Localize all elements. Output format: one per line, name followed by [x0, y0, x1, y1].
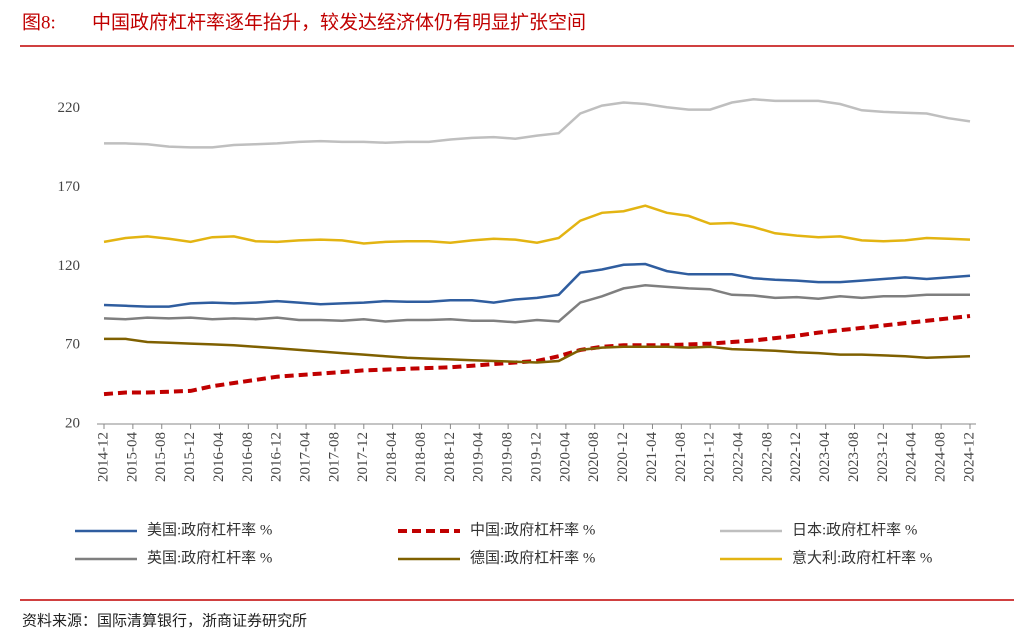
x-tick-label: 2018-08 [413, 432, 429, 482]
y-tick-label: 20 [65, 415, 80, 431]
x-tick-label: 2023-04 [817, 432, 833, 482]
x-tick-label: 2020-04 [557, 432, 573, 482]
x-tick-label: 2021-12 [702, 432, 718, 482]
legend-label: 英国:政府杠杆率 % [147, 548, 272, 566]
x-tick-label: 2015-08 [153, 432, 169, 482]
line-series [103, 204, 971, 245]
y-tick-label: 70 [65, 337, 80, 353]
x-tick-label: 2021-08 [673, 432, 689, 482]
x-tick-label: 2016-12 [269, 432, 285, 482]
x-tick-label: 2018-12 [442, 432, 458, 482]
x-tick-label: 2023-08 [846, 432, 862, 482]
x-tick-label: 2015-04 [124, 432, 140, 482]
x-tick-label: 2024-04 [904, 432, 920, 482]
x-tick-label: 2020-12 [615, 432, 631, 482]
x-tick-label: 2022-04 [731, 432, 747, 482]
figure-label: 图8: [22, 12, 56, 33]
x-tick-label: 2016-04 [211, 432, 227, 482]
source-note: 资料来源：国际清算银行，浙商证券研究所 [22, 611, 307, 629]
y-tick-label: 220 [58, 100, 81, 116]
line-series [103, 284, 970, 324]
x-tick-label: 2024-08 [933, 432, 949, 482]
chart-title: 中国政府杠杆率逐年抬升，较发达经济体仍有明显扩张空间 [92, 11, 586, 33]
x-tick-label: 2016-08 [240, 432, 256, 482]
x-tick-label: 2017-12 [355, 432, 371, 482]
legend-label: 美国:政府杠杆率 % [147, 521, 272, 538]
line-series [103, 314, 971, 397]
x-tick-label: 2022-12 [788, 432, 804, 482]
x-tick-label: 2020-08 [586, 432, 602, 482]
x-tick-label: 2022-08 [759, 432, 775, 482]
line-series [103, 262, 971, 308]
x-tick-label: 2018-04 [384, 432, 400, 482]
x-tick-label: 2014-12 [95, 432, 111, 482]
legend-label: 德国:政府杠杆率 % [470, 548, 595, 566]
x-tick-label: 2019-12 [528, 432, 544, 482]
line-series [104, 98, 971, 149]
legend-label: 意大利:政府杠杆率 % [792, 548, 932, 566]
x-tick-label: 2019-08 [500, 432, 516, 482]
line-series [104, 337, 971, 364]
legend-label: 中国:政府杠杆率 % [470, 521, 595, 538]
y-tick-label: 120 [58, 258, 81, 274]
x-tick-label: 2017-08 [326, 432, 342, 482]
x-tick-label: 2015-12 [182, 432, 198, 482]
legend-label: 日本:政府杠杆率 % [792, 521, 917, 538]
x-tick-label: 2023-12 [875, 432, 891, 482]
x-tick-label: 2024-12 [961, 432, 977, 482]
x-tick-label: 2019-04 [471, 432, 487, 482]
x-tick-label: 2017-04 [298, 432, 314, 482]
x-tick-label: 2021-04 [644, 432, 660, 482]
y-tick-label: 170 [58, 179, 81, 195]
